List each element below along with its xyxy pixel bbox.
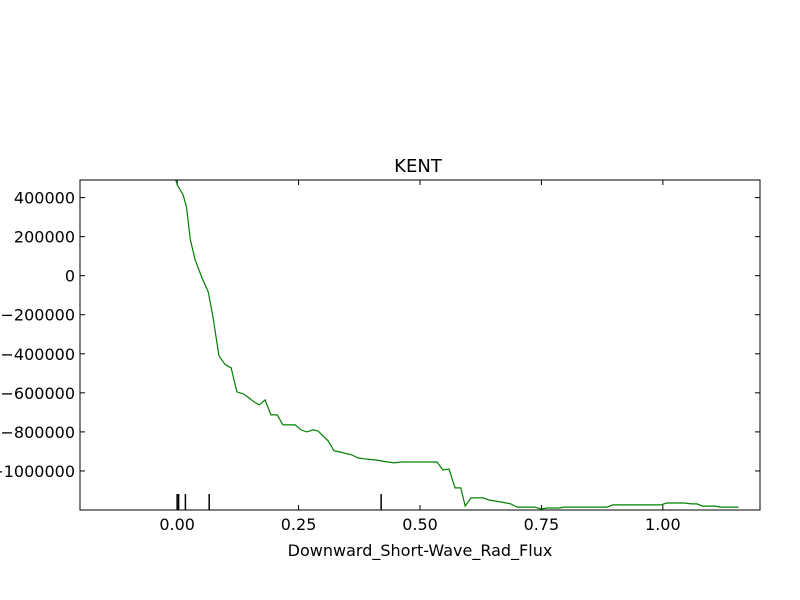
y-tick-label: 400000 [14, 189, 75, 208]
y-tick-label: 0 [65, 267, 75, 286]
y-tick-label: −600000 [1, 384, 75, 403]
x-tick-label: 1.00 [645, 515, 681, 534]
x-tick-label: 0.50 [402, 515, 438, 534]
y-tick-label: −200000 [1, 306, 75, 325]
y-tick-label: 200000 [14, 228, 75, 247]
data-line [175, 180, 739, 510]
y-tick-label: −800000 [1, 423, 75, 442]
plot-area [175, 180, 739, 510]
x-tick-label: 0.75 [524, 515, 560, 534]
chart-title: KENT [394, 156, 443, 177]
x-tick-label: 0.00 [159, 515, 195, 534]
x-axis-label: Downward_Short-Wave_Rad_Flux [288, 541, 553, 561]
plot-frame [79, 179, 761, 511]
x-tick-label: 0.25 [281, 515, 317, 534]
y-tick-label: −1000000 [0, 462, 75, 481]
y-tick-label: −400000 [1, 345, 75, 364]
